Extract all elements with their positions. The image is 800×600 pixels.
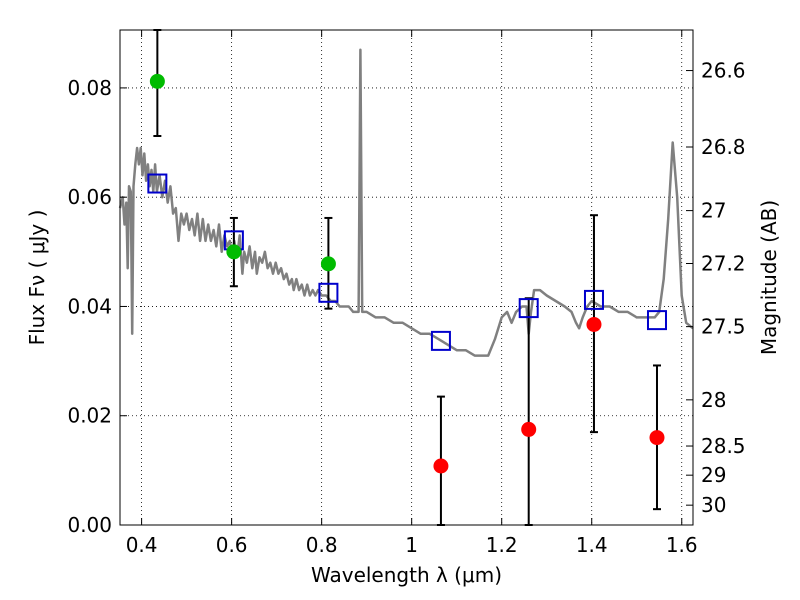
grid [120, 30, 693, 526]
plot-frame [119, 29, 694, 526]
right-tick-label: 30 [701, 493, 726, 517]
x-tick-label: 0.4 [126, 533, 158, 557]
model-box-marker [646, 310, 667, 331]
x-axis-label: Wavelength λ (μm) [311, 563, 502, 587]
y-tick-label: 0.04 [67, 294, 112, 318]
red-data-point [433, 458, 449, 474]
x-tick-label: 1.2 [486, 533, 518, 557]
right-tick-label: 28 [701, 388, 726, 412]
model-box-marker [583, 289, 604, 310]
green-data-point [149, 73, 165, 89]
green-data-point [226, 244, 242, 260]
x-tick-label: 0.6 [216, 533, 248, 557]
right-tick-label: 27.2 [701, 251, 746, 275]
data-point-layer [149, 73, 665, 474]
y-tick-label: 0.08 [67, 76, 112, 100]
model-box-layer [147, 173, 667, 351]
model-spectrum-line [118, 48, 694, 357]
model-box-marker [318, 282, 339, 303]
y-tick-label: 0.06 [67, 185, 112, 209]
errorbar-layer [153, 29, 661, 526]
x-tick-label: 1.6 [666, 533, 698, 557]
x-tick-label: 1 [405, 533, 418, 557]
red-data-point [649, 430, 665, 446]
green-data-point [320, 256, 336, 272]
y-tick-label: 0.00 [67, 513, 112, 537]
red-data-point [521, 421, 537, 437]
right-tick-label: 28.5 [701, 434, 746, 458]
x-tick-label: 1.4 [576, 533, 608, 557]
right-tick-label: 26.6 [701, 59, 746, 83]
y-axis-label: Flux Fν ( μJy ) [25, 210, 49, 346]
right-tick-label: 26.8 [701, 135, 746, 159]
right-tick-label: 27 [701, 199, 726, 223]
model-spectrum-layer [118, 48, 694, 357]
red-data-point [586, 316, 602, 332]
model-box-marker [430, 330, 451, 351]
y-axis-right-label: Magnitude (AB) [757, 200, 781, 355]
right-tick-label: 27.5 [701, 315, 746, 339]
y-tick-label: 0.02 [67, 404, 112, 428]
right-tick-label: 29 [701, 463, 726, 487]
model-box-marker [147, 173, 168, 194]
x-tick-label: 0.8 [306, 533, 338, 557]
axis-layer: 0.4 0.6 0.8 1 1.2 1.4 1.6 0.00 0.02 0.04 0.06 0.08 2… [67, 30, 746, 557]
model-box-marker [518, 298, 539, 319]
